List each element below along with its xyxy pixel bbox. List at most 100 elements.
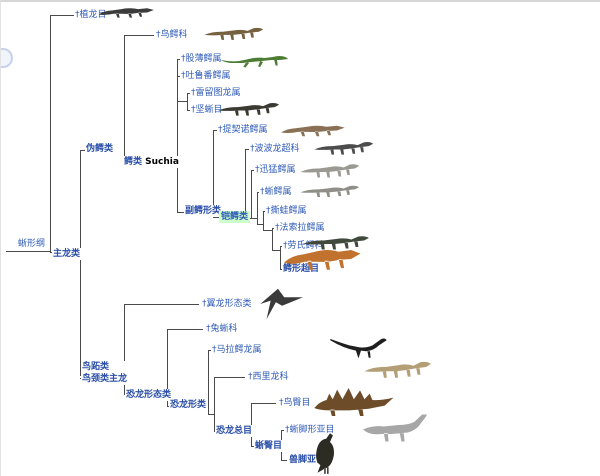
taxon-label-saurosuchus[interactable]: †蜥鳄属 xyxy=(259,186,293,198)
taxon-label-turfanosuchus[interactable]: †吐鲁番鳄属 xyxy=(180,70,232,82)
branch-line-h xyxy=(263,211,265,212)
taxon-label-dinosauria[interactable]: 恐龙总目 xyxy=(215,425,254,437)
branch-line-h xyxy=(213,217,219,218)
taxon-name[interactable]: †迅猛鳄属 xyxy=(255,165,296,175)
taxon-name[interactable]: †雷留图龙属 xyxy=(191,88,241,98)
taxon-name[interactable]: †波波龙超科 xyxy=(250,144,300,154)
taxon-name[interactable]: 副鳄形类 xyxy=(185,206,222,216)
taxon-label-sauropodomorpha[interactable]: †蜥脚形亚目 xyxy=(284,424,336,436)
taxon-name[interactable]: †劳氏鳄科 xyxy=(283,241,324,251)
sauropod-silhouette[interactable] xyxy=(363,413,443,443)
taxon-name[interactable]: †法索拉鳄属 xyxy=(275,223,325,233)
branch-line-v xyxy=(177,59,178,213)
taxon-name[interactable]: 恐龙总目 xyxy=(216,426,253,436)
taxon-label-dinosauriformes[interactable]: 恐龙形类 xyxy=(169,399,208,411)
taxon-label-sauropsida[interactable]: 蜥形纲 xyxy=(17,238,47,250)
ticinosuchus-silhouette[interactable] xyxy=(281,121,346,140)
branch-line-h xyxy=(213,130,217,131)
gracilisuchus-silhouette[interactable] xyxy=(221,50,291,70)
taxon-name[interactable]: 主龙类 xyxy=(53,249,81,259)
taxon-label-poposauroidea[interactable]: †波波龙超科 xyxy=(249,143,301,155)
taxon-label-batrachotomus[interactable]: †撕蛙鳄属 xyxy=(265,205,308,217)
taxon-name-line2[interactable]: 鸟颈类主龙 xyxy=(82,374,128,384)
taxon-label-suchia[interactable]: 鳄类 Suchia xyxy=(123,156,180,168)
aetosaur-silhouette[interactable] xyxy=(217,100,281,119)
branch-line-h xyxy=(280,269,282,270)
taxon-label-archosauria[interactable]: 主龙类 xyxy=(52,248,82,260)
taxon-label-gracilisuchus[interactable]: †股薄鳄属 xyxy=(180,53,223,65)
taxon-label-fasolasuchus[interactable]: †法索拉鳄属 xyxy=(274,222,326,234)
taxon-label-silesauridae[interactable]: †西里龙科 xyxy=(247,371,290,383)
taxon-label-aetosauria[interactable]: †坚蜥目 xyxy=(190,104,224,116)
taxon-name[interactable]: 蜥臀目 xyxy=(255,441,283,451)
taxon-label-pterosauromorpha[interactable]: †翼龙形态类 xyxy=(201,298,253,310)
branch-line-h xyxy=(80,150,86,151)
branch-line-v xyxy=(50,15,51,253)
branch-line-h xyxy=(187,93,190,94)
branch-line-h xyxy=(251,403,276,404)
taxon-name[interactable]: 鳄形超目 xyxy=(283,264,320,274)
taxon-label-marasuchus[interactable]: †马拉鳄龙属 xyxy=(211,344,263,356)
branch-line-h xyxy=(208,414,214,415)
taxon-label-ornithosuchidae[interactable]: †鸟鳄科 xyxy=(155,29,189,41)
prestosuchus-silhouette[interactable] xyxy=(299,161,361,181)
taxon-name[interactable]: †马拉鳄龙属 xyxy=(212,345,262,355)
branch-line-h xyxy=(124,304,199,305)
branch-line-v xyxy=(124,304,125,395)
taxon-label-ornithischia[interactable]: †鸟臀目 xyxy=(278,397,312,409)
edge-widget-icon[interactable] xyxy=(1,48,13,68)
taxon-name[interactable]: 伪鳄类 xyxy=(86,144,114,154)
branch-line-v xyxy=(167,329,168,407)
poposauroid-silhouette[interactable] xyxy=(313,139,375,158)
phytosaur-silhouette[interactable] xyxy=(99,4,155,21)
taxon-name[interactable]: †鸟鳄科 xyxy=(156,30,188,40)
taxon-name[interactable]: †蜥脚形亚目 xyxy=(285,425,335,435)
marasuchus-silhouette[interactable] xyxy=(329,335,393,361)
taxon-label-phytosauria[interactable]: †植龙目 xyxy=(74,9,108,21)
taxon-name[interactable]: 鳄类 xyxy=(124,157,143,167)
branch-line-h xyxy=(167,406,170,407)
branch-line-v xyxy=(80,150,81,376)
taxon-name[interactable]: †植龙目 xyxy=(75,10,107,20)
silesaurid-silhouette[interactable] xyxy=(363,358,433,382)
taxon-label-saurischia[interactable]: 蜥臀目 xyxy=(254,440,284,452)
taxon-name[interactable]: †提契诺鳄属 xyxy=(218,125,268,135)
branch-line-v xyxy=(187,93,188,111)
taxon-name[interactable]: 恐龙形类 xyxy=(170,400,207,410)
saurosuchus-silhouette[interactable] xyxy=(299,183,361,200)
stegosaur-silhouette[interactable] xyxy=(309,384,397,416)
branch-line-v xyxy=(214,377,215,432)
taxon-label-avemetatarsalia[interactable]: 鸟跖类 鸟颈类主龙 xyxy=(81,361,129,385)
branch-line-v xyxy=(257,192,258,225)
crocodylomorph-silhouette[interactable] xyxy=(284,241,362,277)
taxon-name[interactable]: 恐龙形态类 xyxy=(126,390,172,400)
taxon-label-revueltosaurus[interactable]: †雷留图龙属 xyxy=(190,87,242,99)
taxon-name[interactable]: †吐鲁番鳄属 xyxy=(181,71,231,81)
taxon-name[interactable]: †股薄鳄属 xyxy=(181,54,222,64)
taxon-label-ticinosuchus[interactable]: †提契诺鳄属 xyxy=(217,124,269,136)
taxon-name[interactable]: †兔蜥科 xyxy=(206,324,238,334)
taxon-name[interactable]: †坚蜥目 xyxy=(191,105,223,115)
branch-line-v xyxy=(245,149,246,219)
taxon-name[interactable]: †鸟臀目 xyxy=(279,398,311,408)
rauisuchid-silhouette[interactable] xyxy=(301,233,371,253)
taxon-name[interactable]: †西里龙科 xyxy=(248,372,289,382)
taxon-name[interactable]: 鸟跖类 xyxy=(82,362,110,372)
ornithosuchid-silhouette[interactable] xyxy=(203,25,265,43)
taxon-label-dinosauromorpha[interactable]: 恐龙形态类 xyxy=(125,389,173,401)
taxon-name[interactable]: †蜥鳄属 xyxy=(260,187,292,197)
pterosaur-silhouette[interactable] xyxy=(253,287,305,321)
bird-silhouette[interactable] xyxy=(306,431,354,475)
taxon-name[interactable]: 蜥形纲 xyxy=(18,239,46,249)
taxon-label-paracrocodylomorpha[interactable]: 副鳄形类 xyxy=(184,205,223,217)
taxon-name[interactable]: †撕蛙鳄属 xyxy=(266,206,307,216)
branch-line-v xyxy=(251,170,252,219)
branch-line-h xyxy=(251,446,254,447)
taxon-name[interactable]: 兽脚亚目 xyxy=(289,455,326,465)
taxon-name[interactable]: †翼龙形态类 xyxy=(202,299,252,309)
taxon-label-lagerpetidae[interactable]: †兔蜥科 xyxy=(205,323,239,335)
branch-line-v xyxy=(208,350,209,415)
taxon-label-pseudosuchia[interactable]: 伪鳄类 xyxy=(85,143,115,155)
taxon-label-prestosuchus[interactable]: †迅猛鳄属 xyxy=(254,164,297,176)
